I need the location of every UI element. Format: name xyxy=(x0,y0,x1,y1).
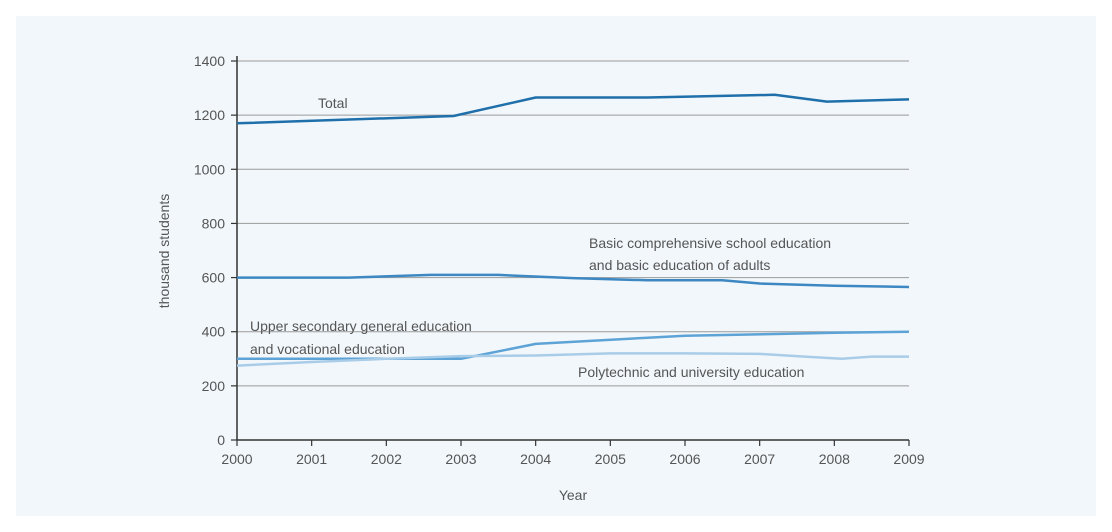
y-tick-labels: 0 200 400 600 800 1000 1200 1400 xyxy=(194,53,225,448)
x-tick-label-2000: 2000 xyxy=(221,451,252,467)
y-tick-label-600: 600 xyxy=(202,270,226,286)
y-tick-label-1000: 1000 xyxy=(194,161,225,177)
y-tick-label-400: 400 xyxy=(202,324,226,340)
x-tick-label-2005: 2005 xyxy=(595,451,626,467)
series-label-upper-1: Upper secondary general education xyxy=(250,318,472,334)
series-label-upper-2: and vocational education xyxy=(250,341,405,357)
axes xyxy=(231,56,910,446)
series-line-poly xyxy=(236,352,909,367)
x-tick-label-2009: 2009 xyxy=(893,451,924,467)
x-tick-label-2002: 2002 xyxy=(371,451,402,467)
chart-panel xyxy=(16,16,1096,516)
y-tick-label-800: 800 xyxy=(202,215,226,231)
x-tick-labels: 2000 2001 2002 2003 2004 2005 2006 2007 2008 2009 xyxy=(221,451,924,467)
y-tick-label-0: 0 xyxy=(217,432,225,448)
y-tick-label-200: 200 xyxy=(202,378,226,394)
x-tick-label-2001: 2001 xyxy=(296,451,327,467)
series-label-basic-1: Basic comprehensive school education xyxy=(589,235,831,251)
x-tick-label-2004: 2004 xyxy=(520,451,551,467)
x-tick-label-2007: 2007 xyxy=(744,451,775,467)
x-tick-label-2006: 2006 xyxy=(669,451,700,467)
y-tick-label-1200: 1200 xyxy=(194,107,225,123)
series-line-basic xyxy=(237,273,910,289)
x-tick-label-2008: 2008 xyxy=(819,451,850,467)
y-axis-label: thousand students xyxy=(156,194,172,308)
x-axis-label: Year xyxy=(559,487,588,503)
series-label-total-1: Total xyxy=(318,95,348,111)
series-label-basic-2: and basic education of adults xyxy=(589,257,770,273)
y-tick-label-1400: 1400 xyxy=(194,53,225,69)
x-tick-label-2003: 2003 xyxy=(445,451,476,467)
series-label-poly-1: Polytechnic and university education xyxy=(578,364,804,380)
series-line-total xyxy=(236,93,910,125)
series-labels: Total Basic comprehensive school educatio… xyxy=(250,95,831,380)
series-lines xyxy=(236,93,910,367)
